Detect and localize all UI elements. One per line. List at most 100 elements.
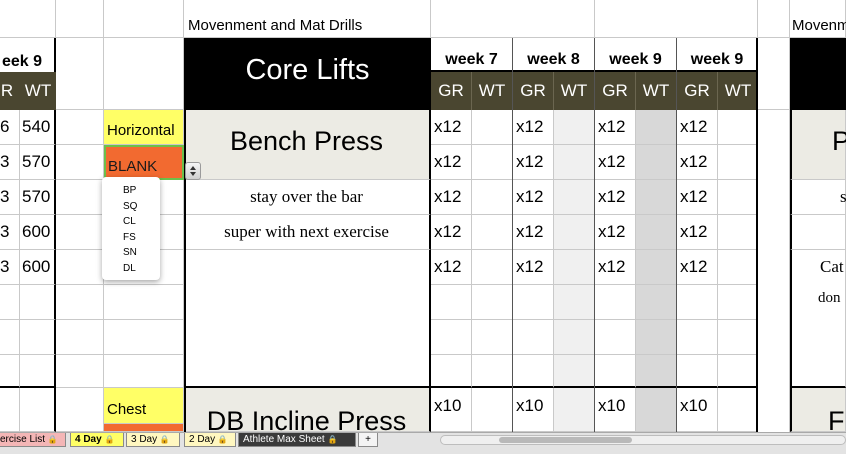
cell[interactable] bbox=[56, 355, 104, 388]
week-cell[interactable] bbox=[718, 180, 758, 215]
gr-header[interactable]: GR bbox=[513, 72, 554, 110]
wt-header[interactable]: WT bbox=[554, 72, 595, 110]
week-cell[interactable] bbox=[431, 355, 472, 388]
dropdown-option[interactable]: SQ bbox=[123, 200, 138, 212]
cell[interactable]: 3 bbox=[0, 145, 20, 180]
week-cell[interactable] bbox=[636, 250, 677, 285]
cell[interactable] bbox=[56, 250, 104, 285]
week-cell[interactable] bbox=[513, 355, 554, 388]
cell[interactable]: 6 bbox=[0, 110, 20, 145]
cell[interactable] bbox=[104, 285, 184, 320]
cell[interactable]: 3 bbox=[0, 180, 20, 215]
week-cell[interactable] bbox=[472, 180, 513, 215]
tab-4-day[interactable]: 4 Day 🔒 bbox=[70, 433, 124, 447]
dropdown-option[interactable]: CL bbox=[123, 216, 136, 227]
week-cell[interactable] bbox=[636, 320, 677, 355]
week-cell[interactable]: x12 bbox=[513, 145, 554, 180]
add-sheet-button[interactable]: + bbox=[358, 433, 378, 447]
week-cell[interactable] bbox=[636, 388, 677, 432]
cell[interactable] bbox=[0, 320, 20, 355]
category-cell-horizontal[interactable]: Horizontal bbox=[104, 110, 184, 145]
week-cell[interactable]: x12 bbox=[431, 180, 472, 215]
tab-3-day[interactable]: 3 Day 🔒 bbox=[126, 433, 180, 447]
movement-drills-cell[interactable]: Movenment and Mat Drills bbox=[184, 0, 431, 38]
week-cell[interactable] bbox=[677, 285, 718, 320]
cell[interactable]: 3 bbox=[0, 250, 20, 285]
category-cell-chest[interactable]: Chest bbox=[104, 388, 184, 424]
week-cell[interactable] bbox=[472, 320, 513, 355]
cell[interactable] bbox=[104, 320, 184, 355]
left-week-header[interactable]: eek 9 bbox=[0, 38, 56, 72]
cell[interactable]: 3 bbox=[0, 215, 20, 250]
week-cell[interactable]: x12 bbox=[595, 145, 636, 180]
week-cell[interactable]: x12 bbox=[431, 250, 472, 285]
week-cell[interactable]: x12 bbox=[513, 215, 554, 250]
cell[interactable] bbox=[0, 388, 20, 432]
week-cell[interactable] bbox=[513, 285, 554, 320]
cell[interactable]: 540 bbox=[20, 110, 56, 145]
wt-header[interactable]: WT bbox=[472, 72, 513, 110]
week-cell[interactable] bbox=[718, 250, 758, 285]
note-cell[interactable]: super with next exercise bbox=[184, 215, 431, 250]
week-cell[interactable]: x10 bbox=[595, 388, 636, 432]
week-cell[interactable] bbox=[554, 355, 595, 388]
week-cell[interactable] bbox=[513, 320, 554, 355]
cell[interactable] bbox=[56, 320, 104, 355]
week-cell[interactable]: x12 bbox=[431, 215, 472, 250]
week-cell[interactable] bbox=[431, 320, 472, 355]
week-cell[interactable] bbox=[554, 388, 595, 432]
horizontal-scrollbar[interactable] bbox=[440, 435, 846, 445]
week-cell[interactable] bbox=[636, 180, 677, 215]
week-cell[interactable] bbox=[718, 355, 758, 388]
note-cell[interactable]: Cat bbox=[790, 250, 846, 285]
week-cell[interactable]: x12 bbox=[431, 145, 472, 180]
cell[interactable] bbox=[184, 285, 431, 320]
cell[interactable] bbox=[56, 180, 104, 215]
week-cell[interactable] bbox=[636, 215, 677, 250]
left-gr-header[interactable]: R bbox=[0, 72, 20, 110]
dropdown-option[interactable]: FS bbox=[123, 231, 136, 243]
week-cell[interactable]: x12 bbox=[595, 250, 636, 285]
week-cell[interactable]: x12 bbox=[677, 250, 718, 285]
dropdown-option[interactable]: DL bbox=[123, 262, 136, 274]
cell[interactable] bbox=[20, 355, 56, 388]
week-cell[interactable] bbox=[636, 110, 677, 145]
week-cell[interactable]: x10 bbox=[513, 388, 554, 432]
cell[interactable] bbox=[184, 250, 431, 285]
wt-header[interactable]: WT bbox=[718, 72, 758, 110]
week-cell[interactable] bbox=[554, 285, 595, 320]
week-cell[interactable] bbox=[718, 285, 758, 320]
gr-header[interactable]: GR bbox=[595, 72, 636, 110]
cell[interactable]: Movenm bbox=[790, 0, 846, 38]
cell[interactable] bbox=[790, 215, 846, 250]
week-cell[interactable]: x12 bbox=[677, 145, 718, 180]
week-cell[interactable]: x12 bbox=[513, 250, 554, 285]
week-cell[interactable] bbox=[595, 285, 636, 320]
week-cell[interactable] bbox=[718, 145, 758, 180]
cell[interactable] bbox=[431, 0, 595, 38]
week-cell[interactable]: x12 bbox=[595, 180, 636, 215]
week-7-header[interactable]: week 7 bbox=[431, 38, 513, 72]
week-cell[interactable] bbox=[718, 320, 758, 355]
week-cell[interactable] bbox=[677, 355, 718, 388]
week-cell[interactable]: x10 bbox=[677, 388, 718, 432]
cell[interactable] bbox=[20, 388, 56, 432]
week-cell[interactable] bbox=[472, 215, 513, 250]
week-cell[interactable]: x12 bbox=[431, 110, 472, 145]
exercise-cell-right[interactable]: F bbox=[790, 388, 846, 432]
week-cell[interactable] bbox=[636, 285, 677, 320]
cell[interactable]: 570 bbox=[20, 145, 56, 180]
week-cell[interactable]: x12 bbox=[677, 215, 718, 250]
week-cell[interactable] bbox=[718, 215, 758, 250]
left-wt-header[interactable]: WT bbox=[20, 72, 56, 110]
week-cell[interactable] bbox=[636, 355, 677, 388]
cell[interactable] bbox=[56, 388, 104, 432]
week-cell[interactable] bbox=[718, 388, 758, 432]
cell[interactable] bbox=[0, 285, 20, 320]
core-lifts-header[interactable]: Core Lifts bbox=[184, 38, 431, 110]
scrollbar-thumb[interactable] bbox=[499, 437, 632, 443]
week-cell[interactable] bbox=[554, 180, 595, 215]
category-select[interactable]: BLANK bbox=[104, 145, 184, 180]
dropdown-toggle[interactable] bbox=[185, 162, 201, 180]
cell[interactable] bbox=[104, 355, 184, 388]
